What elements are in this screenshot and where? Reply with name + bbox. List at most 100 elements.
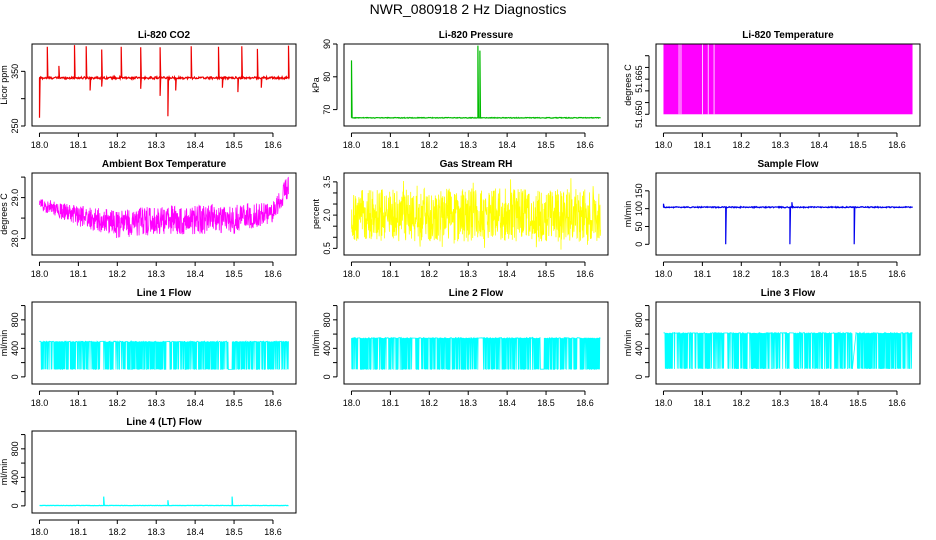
x-tick-label: 18.4 — [186, 269, 204, 279]
x-tick-label: 18.3 — [147, 527, 165, 537]
x-tick-label: 18.0 — [655, 269, 673, 279]
y-tick-label: 0 — [634, 374, 644, 379]
x-tick-label: 18.2 — [109, 269, 127, 279]
x-tick-label: 18.6 — [264, 527, 282, 537]
y-tick-label: 50 — [634, 221, 644, 231]
series-line — [39, 496, 289, 507]
x-tick-label: 18.5 — [849, 398, 867, 408]
y-tick-label: 70 — [322, 105, 332, 115]
x-tick-label: 18.4 — [810, 269, 828, 279]
y-tick-label: 0 — [322, 374, 332, 379]
x-tick-label: 18.0 — [655, 140, 673, 150]
y-tick-label: 0 — [10, 503, 20, 508]
x-tick-label: 18.6 — [576, 140, 594, 150]
plot-frame — [655, 172, 921, 256]
series-line — [39, 340, 289, 370]
y-tick-label: 90 — [322, 39, 332, 49]
y-axis: 250 350 — [10, 64, 26, 134]
x-tick-label: 18.3 — [459, 398, 477, 408]
y-tick-label: 150 — [634, 183, 644, 198]
series-line1 — [39, 340, 289, 370]
y-tick-label: 250 — [10, 118, 20, 133]
x-axis: 18.0 18.1 18.2 18.3 18.4 18.5 18.6 — [31, 132, 282, 150]
x-tick-label: 18.5 — [537, 269, 555, 279]
y-tick-label: 3.5 — [322, 176, 332, 189]
x-tick-label: 18.2 — [733, 140, 751, 150]
x-axis: 18.0 18.1 18.2 18.3 18.4 18.5 18.6 — [343, 390, 594, 408]
chart-line1: 18.0 18.1 18.2 18.3 18.4 18.5 18.6 0 400 800ml/mi… — [0, 288, 297, 408]
chart-temperature: 18.0 18.1 18.2 18.3 18.4 18.5 18.6 51.650 51.665… — [623, 30, 921, 150]
chart-title: Li-820 Temperature — [742, 30, 834, 41]
series-line — [351, 178, 601, 250]
plot-frame — [343, 172, 609, 256]
y-axis-label: ml/min — [623, 201, 633, 228]
series-co2 — [38, 45, 290, 118]
x-tick-label: 18.3 — [459, 140, 477, 150]
x-tick-label: 18.5 — [537, 140, 555, 150]
y-tick-label: 51.665 — [634, 65, 644, 93]
x-tick-label: 18.5 — [225, 269, 243, 279]
plot-frame — [343, 43, 609, 127]
y-axis-label: ml/min — [311, 330, 321, 357]
x-tick-label: 18.1 — [694, 140, 712, 150]
y-axis: 51.650 51.665 — [634, 55, 650, 128]
y-tick-label: 350 — [10, 64, 20, 79]
y-axis-label: percent — [311, 198, 321, 229]
x-tick-label: 18.2 — [109, 398, 127, 408]
x-tick-label: 18.3 — [459, 269, 477, 279]
y-axis: 0 400 800 — [10, 305, 26, 379]
x-axis: 18.0 18.1 18.2 18.3 18.4 18.5 18.6 — [655, 132, 906, 150]
x-tick-label: 18.6 — [576, 269, 594, 279]
x-tick-label: 18.3 — [147, 398, 165, 408]
y-axis: 70 80 90 — [322, 39, 338, 115]
chart-title: Line 4 (LT) Flow — [126, 417, 202, 428]
page-title: NWR_080918 2 Hz Diagnostics — [369, 1, 567, 17]
y-tick-label: 80 — [322, 72, 332, 82]
x-tick-label: 18.3 — [147, 140, 165, 150]
y-axis: 0 400 800 — [10, 434, 26, 508]
chart-line3: 18.0 18.1 18.2 18.3 18.4 18.5 18.6 0 400 800ml/mi… — [623, 288, 921, 408]
series-pressure — [350, 45, 601, 119]
x-tick-label: 18.5 — [225, 527, 243, 537]
chart-pressure: 18.0 18.1 18.2 18.3 18.4 18.5 18.6 70 80 90 kPa Li-… — [311, 30, 609, 150]
x-tick-label: 18.5 — [225, 140, 243, 150]
series-line — [38, 45, 290, 118]
x-axis: 18.0 18.1 18.2 18.3 18.4 18.5 18.6 — [31, 261, 282, 279]
y-tick-label: 2.0 — [322, 209, 332, 222]
y-tick-label: 800 — [322, 312, 332, 327]
x-tick-label: 18.1 — [382, 140, 400, 150]
x-tick-label: 18.4 — [186, 527, 204, 537]
y-axis-label: ml/min — [623, 330, 633, 357]
y-axis-label: ml/min — [0, 330, 9, 357]
chart-title: Li-820 Pressure — [439, 30, 514, 41]
series-line4 — [39, 496, 289, 507]
y-tick-label: 29.0 — [10, 189, 20, 207]
x-tick-label: 18.0 — [655, 398, 673, 408]
x-tick-label: 18.6 — [264, 269, 282, 279]
x-tick-label: 18.5 — [537, 398, 555, 408]
x-tick-label: 18.6 — [888, 398, 906, 408]
series-rh — [351, 178, 601, 250]
chart-title: Li-820 CO2 — [138, 30, 191, 41]
x-tick-label: 18.4 — [810, 140, 828, 150]
series-sample-flow — [662, 202, 913, 245]
x-tick-label: 18.4 — [498, 269, 516, 279]
y-axis-label: ml/min — [0, 459, 9, 486]
y-axis: 28.0 29.0 — [10, 176, 26, 248]
x-tick-label: 18.2 — [421, 140, 439, 150]
series-line — [351, 336, 601, 370]
x-tick-label: 18.4 — [810, 398, 828, 408]
x-tick-label: 18.0 — [31, 269, 49, 279]
chart-title: Line 3 Flow — [761, 288, 816, 299]
y-axis-label: degrees C — [0, 193, 9, 235]
series-line — [663, 331, 913, 370]
x-tick-label: 18.0 — [343, 269, 361, 279]
x-tick-label: 18.1 — [70, 398, 88, 408]
x-tick-label: 18.3 — [771, 269, 789, 279]
chart-line4: 18.0 18.1 18.2 18.3 18.4 18.5 18.6 0 400 800ml/mi… — [0, 417, 297, 537]
x-tick-label: 18.1 — [70, 527, 88, 537]
y-tick-label: 400 — [10, 341, 20, 356]
y-tick-label: 28.0 — [10, 230, 20, 248]
y-tick-label: 0.5 — [322, 242, 332, 255]
chart-box-temp: 18.0 18.1 18.2 18.3 18.4 18.5 18.6 28.0 29.0degr… — [0, 159, 297, 279]
